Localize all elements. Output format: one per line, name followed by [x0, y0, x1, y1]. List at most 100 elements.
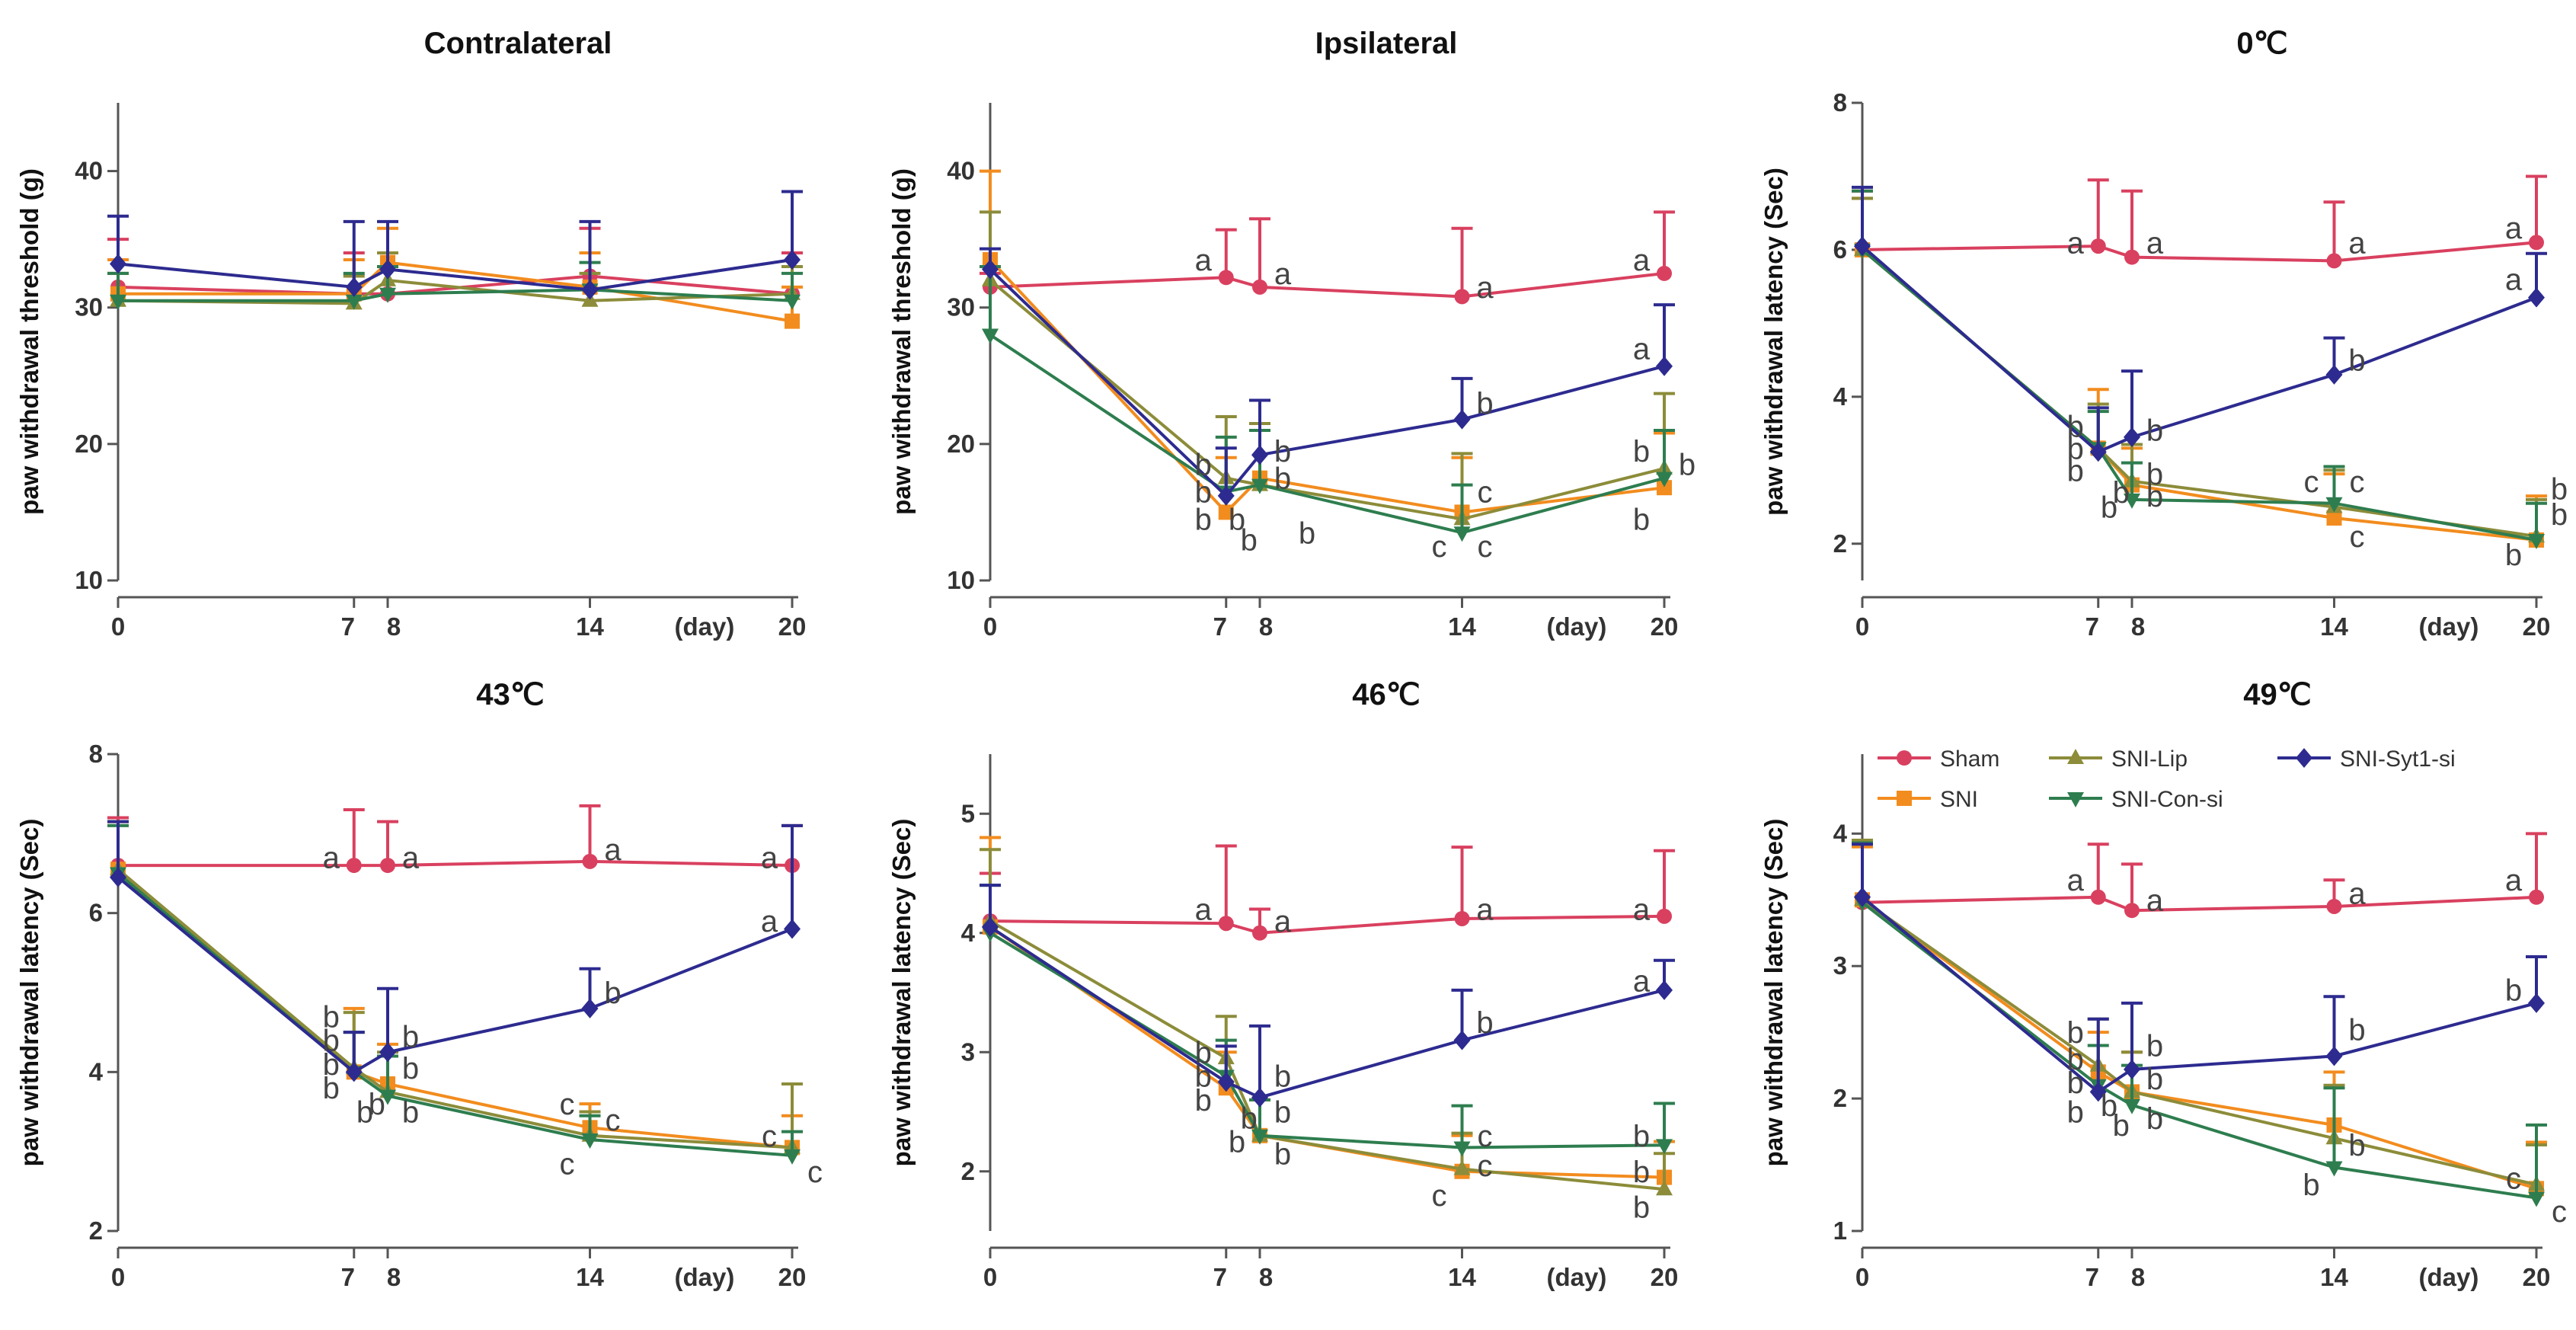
- series-line: [118, 859, 793, 868]
- significance-letter: b: [323, 1048, 340, 1082]
- y-axis-label: paw withdrawal threshold (g): [887, 168, 916, 515]
- series-sham: [980, 844, 1675, 941]
- significance-letter: a: [1633, 964, 1651, 998]
- data-point: [379, 1089, 396, 1105]
- data-point: [582, 853, 598, 869]
- y-tick-label: 8: [89, 740, 103, 768]
- data-point: [1252, 925, 1267, 941]
- y-tick-label: 6: [89, 899, 103, 927]
- x-tick-label: 20: [2523, 1263, 2551, 1291]
- data-point: [581, 1133, 599, 1149]
- significance-letter: b: [2067, 410, 2084, 443]
- significance-letter: b: [2067, 454, 2084, 488]
- y-tick-label: 5: [961, 799, 975, 827]
- data-point: [345, 294, 363, 310]
- data-point: [784, 294, 801, 310]
- y-tick-label: 2: [89, 1217, 103, 1245]
- data-point: [1657, 908, 1672, 924]
- significance-letter: a: [2348, 226, 2366, 260]
- data-point: [1657, 265, 1672, 281]
- legend-label: SNI: [1940, 787, 1978, 812]
- legend-marker: [1897, 791, 1912, 806]
- y-tick-label: 2: [1833, 1084, 1847, 1112]
- significance-letter: b: [323, 1025, 340, 1058]
- data-point: [379, 287, 396, 303]
- significance-letter: a: [604, 833, 622, 867]
- data-point: [2325, 364, 2343, 385]
- data-point: [1251, 1087, 1268, 1108]
- legend-entry-sham: Sham: [1878, 747, 1999, 772]
- significance-letter: a: [1633, 244, 1651, 277]
- panel-1: Contralateral 10 20 30 40 0 7 8 14 20 (day) paw wit…: [15, 27, 806, 641]
- significance-letter: b: [1299, 516, 1315, 550]
- data-point: [1217, 1072, 1235, 1092]
- x-tick-label: 7: [341, 1263, 355, 1291]
- series-line: [989, 926, 1665, 1099]
- data-point: [345, 277, 363, 297]
- significance-letter: b: [1195, 1060, 1212, 1094]
- significance-letter: b: [1274, 462, 1291, 496]
- data-point: [785, 313, 800, 329]
- data-point: [982, 328, 999, 344]
- y-tick-label: 4: [1833, 382, 1848, 411]
- significance-letter: a: [2505, 864, 2523, 897]
- legend-label: SNI-Syt1-si: [2340, 747, 2456, 772]
- y-tick-label: 20: [75, 430, 103, 458]
- data-point: [2325, 1046, 2343, 1066]
- y-tick-label: 40: [947, 157, 975, 185]
- y-tick-label: 2: [961, 1157, 975, 1185]
- x-tick-label: 8: [387, 612, 401, 641]
- x-axis-label: (day): [675, 612, 735, 641]
- significance-letter: c: [2552, 1195, 2567, 1229]
- panel-title: 46℃: [1352, 678, 1420, 711]
- data-point: [380, 858, 395, 874]
- significance-letter: b: [1229, 1126, 1245, 1159]
- data-point: [2090, 238, 2106, 254]
- legend-entry-sni-con-si: SNI-Con-si: [2049, 787, 2223, 812]
- y-tick-label: 3: [1833, 951, 1847, 980]
- data-point: [2529, 235, 2544, 251]
- series-sni-lip: [107, 820, 803, 1154]
- x-axis-label: (day): [2419, 1263, 2479, 1291]
- significance-letter: b: [2067, 1016, 2084, 1050]
- data-point: [1252, 279, 1267, 295]
- series-line: [117, 868, 793, 1149]
- panel-3: 0℃ 2 4 6 8 0 7 8 14 20 (day) paw withdrawal latency…: [1759, 27, 2568, 641]
- series-sni-con-si: [1852, 841, 2547, 1207]
- significance-letter: b: [1195, 449, 1212, 482]
- series-line: [989, 271, 1665, 299]
- significance-letter: b: [2067, 1043, 2084, 1076]
- significance-letter: a: [1633, 332, 1651, 366]
- significance-letter: a: [1195, 244, 1213, 277]
- significance-letter: b: [1274, 435, 1291, 468]
- series-line: [1862, 895, 2537, 913]
- significance-letter: a: [402, 842, 420, 875]
- data-point: [2528, 1191, 2545, 1207]
- significance-letter: b: [1229, 503, 1245, 536]
- x-tick-label: 7: [2085, 612, 2099, 641]
- data-point: [2529, 889, 2544, 905]
- data-point: [2124, 1098, 2140, 1114]
- series-line: [1861, 248, 2537, 539]
- series-sni-syt1-si: [107, 190, 803, 300]
- significance-letter: b: [1195, 1084, 1212, 1117]
- legend-label: Sham: [1940, 747, 1999, 772]
- x-tick-label: 20: [1651, 1263, 1679, 1291]
- data-point: [2090, 889, 2106, 905]
- data-point: [110, 294, 126, 310]
- significance-letter: c: [1478, 1120, 1493, 1153]
- data-point: [1657, 480, 1672, 496]
- data-point: [1656, 472, 1673, 488]
- data-point: [1854, 236, 1871, 257]
- legend: Sham SNI SNI-Lip SNI-Con-si SNI-Syt1-si: [1878, 747, 2456, 812]
- data-point: [581, 998, 599, 1018]
- significance-letter: b: [402, 1052, 419, 1085]
- y-tick-label: 4: [89, 1057, 104, 1085]
- data-point: [2326, 898, 2342, 914]
- x-axis-label: (day): [2419, 612, 2479, 641]
- x-tick-label: 7: [1213, 1263, 1227, 1291]
- x-tick-label: 8: [2131, 612, 2145, 641]
- data-point: [1656, 1180, 1673, 1196]
- series-line: [1861, 898, 2537, 1191]
